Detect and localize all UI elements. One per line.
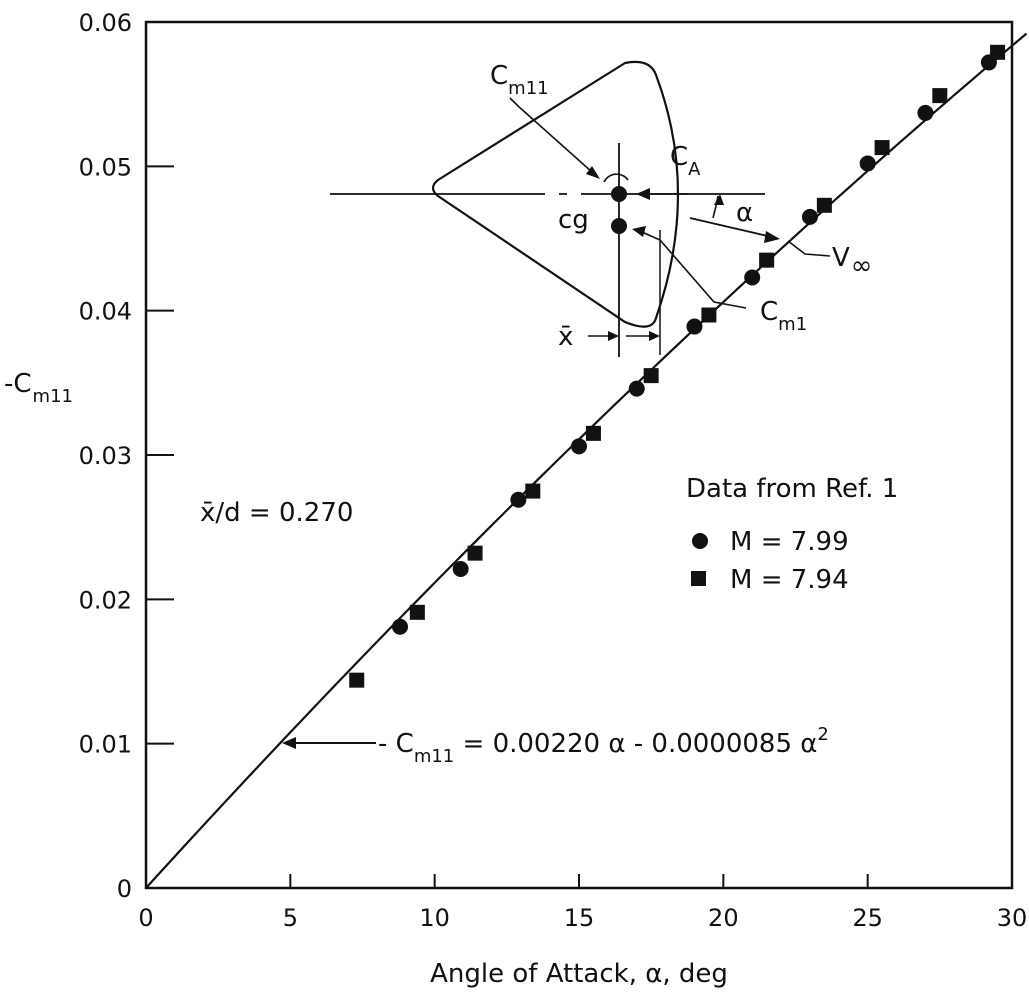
inset-label-xbar: x̄ xyxy=(558,322,573,352)
equation-arrowhead xyxy=(282,737,296,749)
moment-arc xyxy=(603,173,629,183)
inset-label-cg: cg xyxy=(558,205,589,235)
xbar-left-arrowhead xyxy=(608,331,619,341)
legend-title: Data from Ref. 1 xyxy=(686,474,898,504)
vinf-flow-arrow xyxy=(689,217,773,238)
point-circle-m799 xyxy=(859,155,876,172)
y-tick-label: 0.02 xyxy=(79,586,132,614)
y-axis-label: -Cm11 xyxy=(4,369,73,407)
cg-upper-dot xyxy=(611,186,627,202)
point-square-m794 xyxy=(585,425,601,441)
point-circle-m799 xyxy=(744,269,761,286)
cm11-arrow-line xyxy=(509,97,593,173)
equation-annotation: - Cm11 = 0.00220 α - 0.0000085 α2 xyxy=(378,724,829,767)
point-circle-m799 xyxy=(571,438,587,455)
x-tick-label: 30 xyxy=(997,904,1028,932)
point-square-m794 xyxy=(816,197,832,213)
inset-label-vinf: V∞ xyxy=(832,243,872,281)
y-tick-label: 0 xyxy=(117,875,132,903)
x-axis-label: Angle of Attack, α, deg xyxy=(430,959,728,989)
fit-curve xyxy=(145,32,1028,889)
cm1-arrowhead xyxy=(632,226,646,237)
legend-marker-m794 xyxy=(691,571,706,586)
point-square-m794 xyxy=(990,44,1006,60)
legend-marker-m799 xyxy=(692,533,708,549)
x-tick-label: 5 xyxy=(283,904,298,932)
cm11-arrowhead xyxy=(586,166,600,179)
legend-entry-m799: M = 7.99 xyxy=(730,527,849,557)
x-tick-label: 20 xyxy=(708,904,739,932)
point-circle-m799 xyxy=(628,380,645,397)
alpha-arc xyxy=(712,195,719,219)
x-tick-label: 10 xyxy=(419,904,450,932)
inset-label-alpha: α xyxy=(736,198,753,228)
y-axis-ticks: 0 0.01 0.02 0.03 0.04 0.05 0.06 xyxy=(79,9,174,903)
x-tick-label: 15 xyxy=(564,904,595,932)
point-circle-m799 xyxy=(392,618,409,635)
point-square-m794 xyxy=(874,140,890,156)
point-circle-m799 xyxy=(801,208,818,225)
y-tick-label: 0.03 xyxy=(79,442,132,470)
vinf-leader xyxy=(787,240,831,257)
point-square-m794 xyxy=(525,483,541,499)
point-square-m794 xyxy=(643,368,659,384)
vinf-arrowhead xyxy=(764,231,780,243)
y-axis-label-sub: m11 xyxy=(33,386,73,407)
ratio-annotation: x̄/d = 0.270 xyxy=(200,498,353,528)
y-tick-label: 0.05 xyxy=(79,153,132,181)
y-tick-label: 0.06 xyxy=(79,9,132,37)
cg-lower-dot xyxy=(611,218,627,234)
inset-label-cm1: Cm1 xyxy=(760,297,807,335)
point-square-m794 xyxy=(409,604,425,620)
inset-label-cm11: Cm11 xyxy=(490,61,549,99)
ca-arrowhead xyxy=(636,188,650,200)
point-square-m794 xyxy=(759,252,775,268)
xbar-right-arrowhead xyxy=(649,331,660,341)
alpha-arrowhead xyxy=(714,194,724,205)
y-tick-label: 0.01 xyxy=(79,731,132,759)
point-square-m794 xyxy=(932,88,948,104)
point-square-m794 xyxy=(701,307,717,323)
point-circle-m799 xyxy=(452,561,469,578)
point-circle-m799 xyxy=(686,318,703,335)
point-square-m794 xyxy=(349,672,365,688)
x-tick-label: 0 xyxy=(138,904,153,932)
point-circle-m799 xyxy=(510,491,527,508)
point-square-m794 xyxy=(467,545,483,561)
data-points xyxy=(349,44,1006,688)
vehicle-sketch-inset: Cm11 CA α cg V∞ Cm1 x̄ xyxy=(330,60,872,357)
x-tick-label: 25 xyxy=(852,904,883,932)
x-axis-ticks: 0 5 10 15 20 25 30 xyxy=(138,874,1027,932)
inset-label-ca: CA xyxy=(670,142,701,180)
point-circle-m799 xyxy=(917,104,934,121)
cm1-arrow-line xyxy=(641,231,747,309)
legend-entry-m794: M = 7.94 xyxy=(730,565,849,595)
y-tick-label: 0.04 xyxy=(79,298,132,326)
vehicle-outline xyxy=(431,60,680,328)
